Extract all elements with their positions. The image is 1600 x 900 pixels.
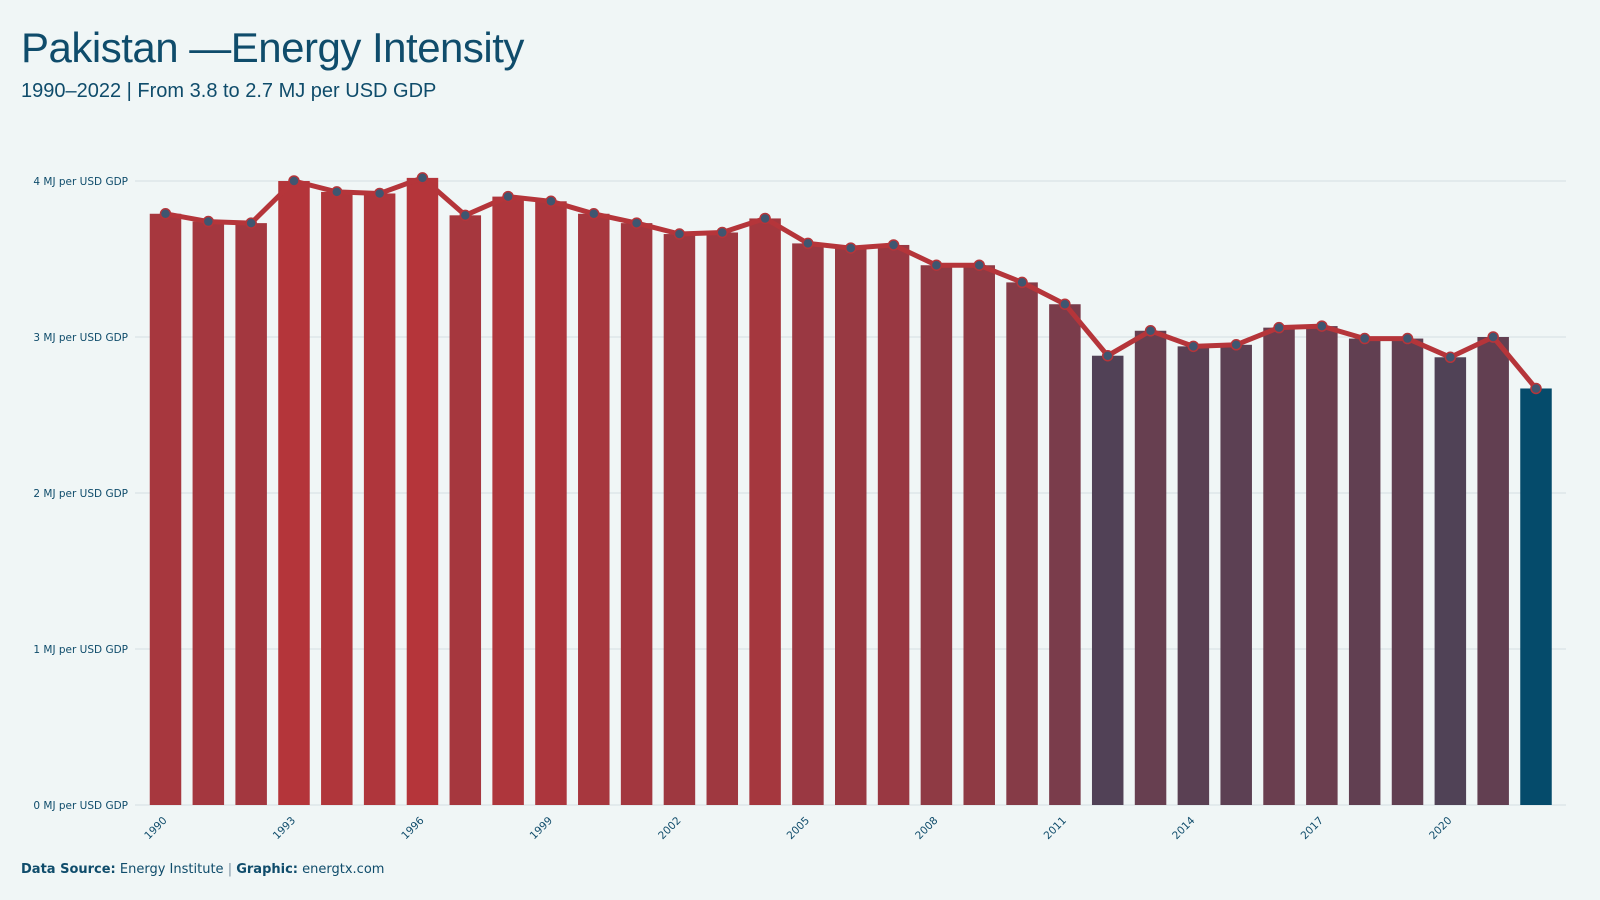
bar (1391, 338, 1424, 805)
x-axis-labels: 1990 1993 1996 1999 2002 2005 2008 2011 2014 2017… (142, 814, 1454, 842)
x-tick-label: 1999 (528, 815, 555, 842)
data-point (1059, 298, 1071, 310)
chart-subtitle: 1990–2022 | From 3.8 to 2.7 MJ per USD G… (21, 80, 437, 102)
data-point (930, 259, 943, 271)
bar (321, 191, 353, 806)
data-point (802, 237, 814, 250)
bar (535, 201, 567, 805)
bar (363, 193, 396, 806)
bar (1220, 344, 1252, 805)
footer-separator: | (227, 862, 233, 877)
x-tick-label: 2008 (913, 815, 940, 842)
y-tick-label: 1 MJ per USD GDP (33, 644, 128, 656)
bar (278, 181, 310, 805)
data-point (1144, 325, 1157, 337)
data-point (1273, 321, 1285, 334)
bar (578, 213, 610, 805)
bar (1006, 282, 1038, 805)
data-point (588, 208, 600, 220)
data-point (973, 259, 985, 271)
bar (1348, 338, 1381, 805)
bar (1306, 326, 1338, 805)
bar (1091, 355, 1124, 805)
bar (1520, 388, 1552, 805)
bar (1477, 337, 1509, 805)
x-tick-label: 1996 (399, 814, 427, 842)
data-point (1401, 332, 1414, 345)
bar (1134, 330, 1167, 805)
bar (235, 223, 267, 805)
x-tick-label: 2005 (785, 815, 812, 842)
chart-title: Pakistan —Energy Intensity (21, 24, 524, 71)
data-point (759, 212, 771, 225)
data-point (288, 175, 300, 187)
data-point (1316, 320, 1328, 332)
bar (1263, 327, 1295, 805)
graphic-label: Graphic: (236, 862, 298, 877)
y-tick-label: 4 MJ per USD GDP (33, 176, 128, 188)
bar (835, 248, 867, 805)
footer: Data Source: Energy Institute | Graphic:… (21, 862, 384, 877)
data-point (1230, 339, 1242, 351)
data-point (245, 217, 257, 229)
bar (449, 215, 482, 805)
x-tick-label: 2002 (656, 815, 683, 842)
y-tick-label: 0 MJ per USD GDP (33, 800, 128, 812)
data-point (1444, 351, 1457, 364)
x-tick-label: 1990 (142, 815, 169, 842)
data-point (716, 226, 729, 239)
x-tick-label: 2014 (1170, 814, 1198, 842)
bar (663, 234, 696, 806)
data-point (502, 190, 514, 203)
data-point (1187, 340, 1200, 353)
data-point (459, 209, 472, 222)
y-axis-labels: 0 MJ per USD GDP 1 MJ per USD GDP 2 MJ per… (33, 176, 128, 812)
bar (149, 213, 182, 805)
bar (792, 243, 824, 805)
data-point (545, 195, 557, 208)
bar (192, 221, 225, 805)
x-tick-label: 2011 (1042, 815, 1069, 842)
bar (1177, 346, 1210, 805)
data-point (1101, 349, 1114, 362)
y-tick-label: 3 MJ per USD GDP (33, 332, 128, 344)
bar (406, 177, 439, 805)
source-value: Energy Institute (119, 862, 224, 877)
data-point (159, 208, 172, 220)
data-point (845, 242, 857, 254)
x-tick-label: 2017 (1299, 815, 1326, 842)
data-point (202, 215, 215, 228)
bar (1049, 304, 1081, 805)
data-point (630, 217, 643, 229)
bar (749, 218, 781, 805)
x-tick-label: 2020 (1427, 815, 1454, 842)
data-point (416, 172, 429, 184)
graphic-value: energtx.com (302, 862, 385, 877)
data-point (673, 228, 686, 240)
bars (149, 177, 1552, 806)
data-point (331, 186, 343, 198)
data-point (1487, 331, 1499, 343)
data-point (1530, 382, 1542, 395)
bar (492, 196, 524, 806)
bar (963, 265, 995, 805)
bar (706, 232, 739, 806)
points (159, 172, 1542, 395)
data-point (1016, 276, 1028, 289)
bar (920, 265, 953, 805)
bar (877, 244, 910, 805)
source-label: Data Source: (21, 862, 116, 877)
x-tick-label: 1993 (271, 815, 298, 842)
bar (1434, 357, 1467, 805)
data-point (1358, 332, 1371, 345)
bar (620, 223, 653, 805)
y-tick-label: 2 MJ per USD GDP (33, 488, 128, 500)
data-point (373, 187, 386, 200)
data-point (887, 239, 900, 251)
